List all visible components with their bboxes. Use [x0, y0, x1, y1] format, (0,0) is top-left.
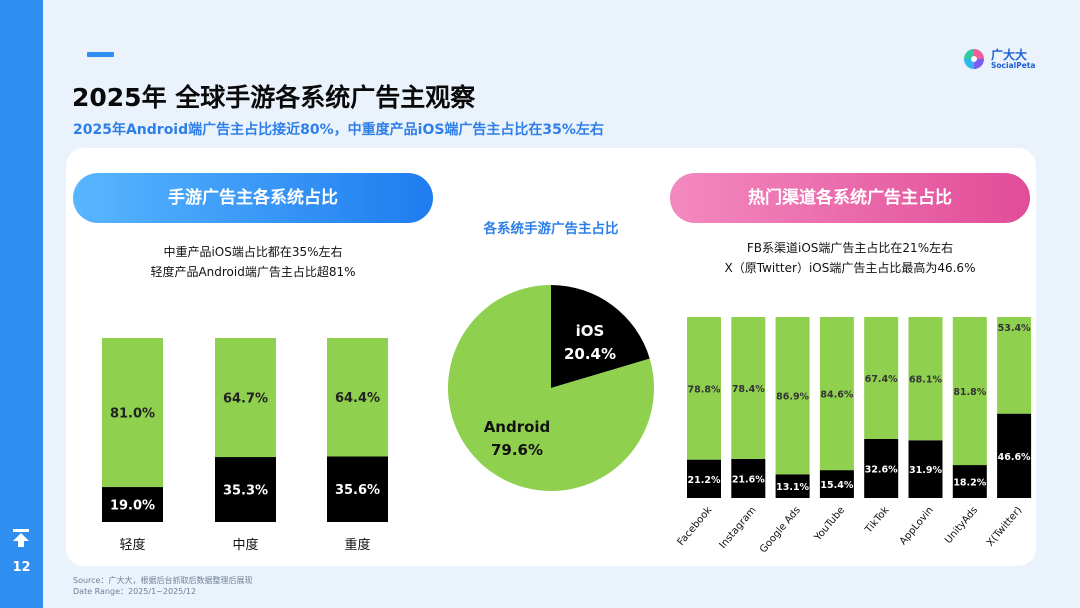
data-label-android: 81.0%	[110, 407, 155, 422]
pie-slice-android	[448, 285, 654, 491]
page-title: 2025年 全球手游各系统广告主观察	[72, 83, 476, 112]
channel-label: UnityAds	[943, 505, 980, 546]
left-panel-note: 中重产品iOS端占比都在35%左右 轻度产品Android端广告主占比超81%	[133, 242, 373, 282]
data-label-android: 68.1%	[909, 375, 942, 386]
data-label-android: 64.4%	[335, 391, 380, 406]
pie-label-category: iOS	[576, 322, 605, 340]
back-to-top-icon[interactable]	[11, 528, 31, 548]
bar-segment-android	[731, 317, 766, 459]
page-number: 12	[12, 560, 31, 575]
footer-source: Source：广大大，根据后台抓取后数据整理后展现 Date Range：202…	[73, 575, 252, 597]
footer-date-range: Date Range：2025/1~2025/12	[73, 587, 197, 596]
data-label-ios: 35.3%	[223, 484, 268, 499]
bar-segment-android	[864, 317, 899, 439]
data-label-ios: 18.2%	[953, 478, 986, 489]
data-label-android: 64.7%	[223, 392, 268, 407]
pie-label-value: 20.4%	[564, 345, 616, 363]
channel-label: Facebook	[676, 505, 715, 548]
pie-label-category: Android	[484, 418, 551, 436]
bar-segment-android	[775, 317, 810, 475]
bar-segment-android	[952, 317, 987, 466]
socialpeta-logo-icon	[964, 49, 984, 69]
data-label-android: 84.6%	[820, 390, 853, 401]
bar-segment-ios	[102, 487, 163, 522]
page-subtitle: 2025年Android端广告主占比接近80%，中重度产品iOS端广告主占比在3…	[73, 122, 604, 138]
channel-label: AppLovin	[898, 505, 936, 547]
right-section-heading: 热门渠道各系统广告主占比	[670, 173, 1030, 223]
data-label-ios: 35.6%	[335, 483, 380, 498]
category-label: 重度	[344, 537, 370, 553]
channel-label: YouTube	[812, 505, 847, 544]
logo-text-en: SocialPeta	[991, 61, 1036, 70]
data-label-ios: 21.6%	[732, 474, 765, 485]
left-rail: 12	[0, 0, 43, 608]
data-label-android: 67.4%	[865, 374, 898, 385]
data-label-android: 86.9%	[776, 392, 809, 403]
bar-segment-android	[908, 317, 943, 441]
bar-segment-ios	[908, 440, 943, 498]
left-note-line1: 中重产品iOS端占比都在35%左右	[163, 245, 343, 259]
channel-label: TikTok	[863, 505, 892, 537]
left-note-line2: 轻度产品Android端广告主占比超81%	[150, 265, 356, 279]
bar-segment-android	[997, 317, 1032, 414]
brand-logo: 广大大 SocialPeta	[963, 46, 1043, 74]
bar-segment-android	[327, 338, 388, 457]
channel-label: Instagram	[717, 505, 758, 551]
data-label-ios: 19.0%	[110, 499, 155, 514]
bar-segment-ios	[731, 458, 766, 498]
bar-segment-android	[687, 317, 721, 460]
left-section-heading: 手游广告主各系统占比	[73, 173, 433, 223]
bar-segment-android	[819, 317, 854, 471]
footer-source-text: Source：广大大，根据后台抓取后数据整理后展现	[73, 576, 253, 585]
bar-segment-ios	[864, 438, 899, 498]
data-label-android: 53.4%	[998, 323, 1031, 334]
right-note-line2: X（原Twitter）iOS端广告主占比最高为46.6%	[724, 261, 976, 275]
bar-segment-ios	[215, 457, 276, 522]
right-note-line1: FB系渠道iOS端广告主占比在21%左右	[746, 241, 954, 255]
pie-slice-ios	[551, 285, 650, 388]
bar-segment-ios	[327, 456, 388, 522]
category-label: 中度	[232, 537, 258, 553]
bar-segment-android	[215, 338, 276, 458]
pie-label-value: 79.6%	[491, 441, 543, 459]
title-accent-bar	[87, 52, 114, 57]
data-label-ios: 32.6%	[865, 464, 898, 475]
channel-label: X(Twitter)	[985, 505, 1024, 549]
data-label-android: 78.8%	[688, 384, 721, 395]
logo-text-cn: 广大大	[991, 48, 1028, 62]
data-label-ios: 15.4%	[820, 480, 853, 491]
data-label-ios: 31.9%	[909, 465, 942, 476]
bar-segment-android	[102, 338, 163, 488]
data-label-ios: 46.6%	[998, 452, 1031, 463]
right-panel-note: FB系渠道iOS端广告主占比在21%左右 X（原Twitter）iOS端广告主占…	[700, 238, 1000, 278]
bar-segment-ios	[997, 413, 1032, 498]
bar-segment-ios	[687, 459, 721, 498]
bar-segment-ios	[775, 474, 810, 498]
data-label-ios: 13.1%	[776, 482, 809, 493]
data-label-android: 78.4%	[732, 384, 765, 395]
category-label: 轻度	[119, 537, 145, 553]
data-label-android: 81.8%	[953, 387, 986, 398]
bar-segment-ios	[952, 465, 987, 498]
pie-chart-title: 各系统手游广告主占比	[483, 221, 619, 237]
data-label-ios: 21.2%	[688, 475, 721, 486]
bar-segment-ios	[819, 470, 854, 498]
channel-label: Google Ads	[758, 505, 803, 555]
